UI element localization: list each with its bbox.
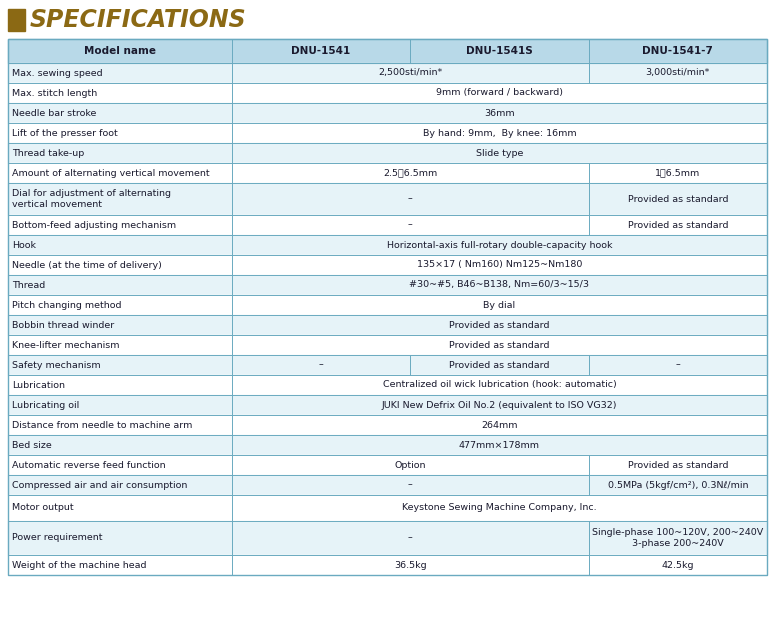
Text: DNU-1541S: DNU-1541S [466, 46, 533, 56]
Text: 135×17 ( Nm160) Nm125~Nm180: 135×17 ( Nm160) Nm125~Nm180 [417, 261, 582, 270]
Text: 36.5kg: 36.5kg [394, 560, 426, 569]
Text: –: – [319, 361, 323, 370]
Bar [8, 215, 767, 235]
Bar [8, 143, 767, 163]
Bar [8, 495, 767, 521]
Text: Slide type: Slide type [476, 148, 523, 158]
Text: 2.5～6.5mm: 2.5～6.5mm [383, 169, 437, 177]
Text: Centralized oil wick lubrication (hook: automatic): Centralized oil wick lubrication (hook: … [383, 380, 616, 389]
Text: Keystone Sewing Machine Company, Inc.: Keystone Sewing Machine Company, Inc. [402, 504, 597, 513]
Bar [8, 435, 767, 455]
Bar [8, 415, 767, 435]
Text: DNU-1541: DNU-1541 [291, 46, 351, 56]
Text: Model name: Model name [84, 46, 156, 56]
Bar [8, 9, 25, 31]
Text: Horizontal-axis full-rotary double-capacity hook: Horizontal-axis full-rotary double-capac… [387, 240, 612, 249]
Text: –: – [408, 534, 412, 543]
Bar [8, 335, 767, 355]
Bar [8, 475, 767, 495]
Text: Weight of the machine head: Weight of the machine head [12, 560, 146, 569]
Text: –: – [676, 361, 680, 370]
Text: Provided as standard: Provided as standard [628, 460, 728, 469]
Bar [8, 39, 767, 63]
Text: Knee-lifter mechanism: Knee-lifter mechanism [12, 340, 119, 350]
Text: 1～6.5mm: 1～6.5mm [655, 169, 701, 177]
Text: 477mm×178mm: 477mm×178mm [459, 441, 540, 450]
Bar [8, 63, 767, 83]
Text: 36mm: 36mm [484, 109, 515, 118]
Text: Provided as standard: Provided as standard [449, 340, 549, 350]
Text: –: – [408, 221, 412, 230]
Text: Distance from needle to machine arm: Distance from needle to machine arm [12, 420, 192, 429]
Text: Max. sewing speed: Max. sewing speed [12, 69, 102, 78]
Bar [8, 123, 767, 143]
Text: Pitch changing method: Pitch changing method [12, 300, 122, 310]
Text: Lubricating oil: Lubricating oil [12, 401, 79, 410]
Text: Bottom-feed adjusting mechanism: Bottom-feed adjusting mechanism [12, 221, 176, 230]
Text: 42.5kg: 42.5kg [662, 560, 694, 569]
Bar [8, 355, 767, 375]
Text: By dial: By dial [484, 300, 515, 310]
Bar [8, 315, 767, 335]
Text: Bobbin thread winder: Bobbin thread winder [12, 321, 114, 329]
Text: JUKI New Defrix Oil No.2 (equivalent to ISO VG32): JUKI New Defrix Oil No.2 (equivalent to … [382, 401, 617, 410]
Text: Single-phase 100~120V, 200~240V
3-phase 200~240V: Single-phase 100~120V, 200~240V 3-phase … [592, 528, 763, 548]
Text: –: – [408, 481, 412, 490]
Bar [8, 521, 767, 555]
Bar [8, 555, 767, 575]
Bar [8, 39, 767, 575]
Text: Amount of alternating vertical movement: Amount of alternating vertical movement [12, 169, 209, 177]
Text: Provided as standard: Provided as standard [449, 321, 549, 329]
Bar [8, 455, 767, 475]
Text: –: – [408, 195, 412, 204]
Text: Thread: Thread [12, 280, 45, 289]
Text: By hand: 9mm,  By knee: 16mm: By hand: 9mm, By knee: 16mm [422, 128, 577, 137]
Bar [8, 255, 767, 275]
Text: Power requirement: Power requirement [12, 534, 102, 543]
Text: #30~#5, B46~B138, Nm=60/3~15/3: #30~#5, B46~B138, Nm=60/3~15/3 [409, 280, 590, 289]
Bar [8, 235, 767, 255]
Text: Lubrication: Lubrication [12, 380, 65, 389]
Bar [8, 395, 767, 415]
Text: 0.5MPa (5kgf/cm²), 0.3Nℓ/min: 0.5MPa (5kgf/cm²), 0.3Nℓ/min [608, 481, 748, 490]
Bar [8, 295, 767, 315]
Text: Provided as standard: Provided as standard [628, 221, 728, 230]
Bar [8, 39, 767, 63]
Text: DNU-1541-7: DNU-1541-7 [642, 46, 713, 56]
Text: Provided as standard: Provided as standard [628, 195, 728, 204]
Bar [8, 163, 767, 183]
Text: Hook: Hook [12, 240, 36, 249]
Bar [8, 275, 767, 295]
Text: Option: Option [394, 460, 426, 469]
Text: 2,500sti/min*: 2,500sti/min* [378, 69, 443, 78]
Bar [8, 103, 767, 123]
Text: Dial for adjustment of alternating
vertical movement: Dial for adjustment of alternating verti… [12, 189, 171, 209]
Text: 9mm (forward / backward): 9mm (forward / backward) [436, 88, 563, 97]
Text: 3,000sti/min*: 3,000sti/min* [646, 69, 710, 78]
Bar [8, 375, 767, 395]
Text: Provided as standard: Provided as standard [449, 361, 549, 370]
Text: Thread take-up: Thread take-up [12, 148, 84, 158]
Text: Lift of the presser foot: Lift of the presser foot [12, 128, 118, 137]
Bar [8, 83, 767, 103]
Text: SPECIFICATIONS: SPECIFICATIONS [30, 8, 246, 32]
Text: Motor output: Motor output [12, 504, 74, 513]
Text: Automatic reverse feed function: Automatic reverse feed function [12, 460, 166, 469]
Text: Bed size: Bed size [12, 441, 52, 450]
Text: Compressed air and air consumption: Compressed air and air consumption [12, 481, 188, 490]
Text: Needle (at the time of delivery): Needle (at the time of delivery) [12, 261, 162, 270]
Bar [8, 183, 767, 215]
Text: 264mm: 264mm [481, 420, 518, 429]
Text: Needle bar stroke: Needle bar stroke [12, 109, 96, 118]
Text: Max. stitch length: Max. stitch length [12, 88, 97, 97]
Text: Safety mechanism: Safety mechanism [12, 361, 101, 370]
